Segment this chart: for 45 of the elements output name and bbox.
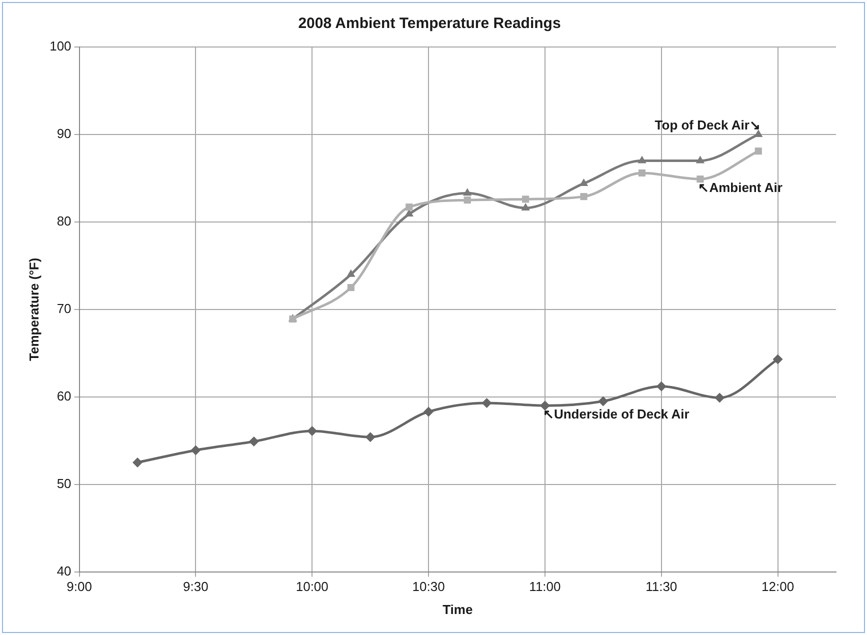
y-tick-label: 100 [50,38,72,54]
point [463,188,472,196]
point [307,426,318,436]
point [714,392,725,403]
y-tick-label: 70 [56,300,72,316]
point [424,406,434,417]
y-tick-label: 60 [56,388,72,404]
x-axis-title: Time [442,602,473,617]
y-tick-label: 50 [56,476,72,491]
point [696,156,705,164]
point [522,196,530,203]
x-tick-label: 11:00 [529,579,561,594]
x-tick-label: 11:30 [646,579,678,594]
point [772,354,783,364]
point [540,400,550,411]
chart-title: 2008 Ambient Temperature Readings [298,15,561,32]
point [696,176,704,183]
point [521,202,530,210]
annotation: Top of Deck Air↘ [654,118,760,133]
y-axis-title: Temperature (°F) [26,258,42,361]
point [406,204,413,211]
x-tick-label: 9:30 [183,579,208,594]
x-tick-label: 10:00 [296,579,328,594]
x-tick-label: 9:00 [66,579,92,594]
point [190,445,201,456]
point [638,169,646,176]
annotation: ↖Ambient Air [698,180,782,196]
point [347,284,354,292]
point [754,148,762,155]
y-tick-label: 40 [56,563,72,578]
point [598,396,608,406]
point [346,269,356,277]
y-tick-label: 80 [56,214,72,229]
x-tick-label: 10:30 [412,579,445,594]
point [464,196,471,204]
point [248,436,259,446]
x-tick-label: 12:00 [762,579,794,594]
point [580,193,588,200]
annotation: ↖Underside of Deck Air [542,406,690,422]
point [482,398,492,408]
point [656,381,666,392]
point [638,156,646,164]
point [365,432,376,442]
y-tick-label: 90 [56,126,72,142]
point [132,457,142,468]
